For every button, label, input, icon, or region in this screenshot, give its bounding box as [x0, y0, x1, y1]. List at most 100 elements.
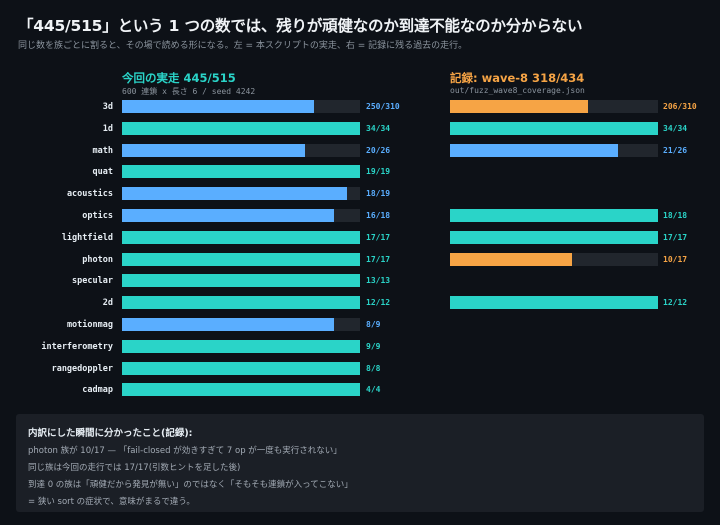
- current-run-bar-track: [122, 122, 360, 135]
- family-row-optics: optics 16/18 18/18: [0, 208, 720, 224]
- family-label: interferometry: [41, 342, 113, 352]
- findings-line: = 狭い sort の症状で、意味がまるで違う。: [28, 497, 195, 507]
- family-row-cadmap: cadmap 4/4: [0, 382, 720, 398]
- family-label: quat: [92, 167, 113, 177]
- current-run-bar-track: [122, 253, 360, 266]
- current-run-value: 4/4: [366, 385, 381, 394]
- current-run-bar-track: [122, 362, 360, 375]
- record-bar-track: [450, 231, 658, 244]
- record-value: 21/26: [663, 146, 688, 155]
- family-row-3d: 3d 250/310 206/310: [0, 99, 720, 115]
- family-row-specular: specular 13/13: [0, 273, 720, 289]
- record-bar-track: [450, 122, 658, 135]
- current-run-value: 16/18: [366, 211, 391, 220]
- current-run-value: 17/17: [366, 255, 391, 264]
- family-label: specular: [72, 276, 113, 286]
- family-label: rangedoppler: [51, 364, 113, 374]
- current-run-value: 13/13: [366, 276, 391, 285]
- current-run-bar-track: [122, 209, 360, 222]
- current-run-bar: [122, 165, 360, 178]
- record-bar-track: [450, 100, 658, 113]
- current-run-bar-track: [122, 274, 360, 287]
- page-subtitle: 同じ数を族ごとに割ると、その場で読める形になる。左 = 本スクリプトの実走、右 …: [18, 41, 468, 51]
- current-run-bar-track: [122, 296, 360, 309]
- findings-line: 到達 0 の族は「頑健だから発見が無い」のではなく「そもそも連鎖が入ってこない」: [28, 480, 353, 490]
- record-bar-track: [450, 296, 658, 309]
- findings-line: photon 族が 10/17 — 「fail-closed が効きすぎて 7 …: [28, 446, 342, 456]
- record-bar: [450, 122, 658, 135]
- family-label: motionmag: [66, 320, 113, 330]
- record-bar: [450, 100, 589, 113]
- current-run-heading: 今回の実走 445/515: [122, 71, 236, 85]
- page-title: 「445/515」という 1 つの数では、残りが頑健なのか到達不能なのか分からな…: [18, 17, 583, 35]
- current-run-bar-track: [122, 383, 360, 396]
- family-label: math: [92, 146, 113, 156]
- current-run-bar: [122, 296, 360, 309]
- current-run-bar: [122, 253, 360, 266]
- current-run-bar-track: [122, 340, 360, 353]
- record-bar-track: [450, 209, 658, 222]
- family-row-rangedoppler: rangedoppler 8/8: [0, 361, 720, 377]
- current-run-value: 34/34: [366, 124, 391, 133]
- current-run-value: 19/19: [366, 167, 391, 176]
- current-run-bar-track: [122, 100, 360, 113]
- record-value: 10/17: [663, 255, 688, 264]
- family-row-1d: 1d 34/34 34/34: [0, 121, 720, 137]
- current-run-bar: [122, 274, 360, 287]
- current-run-bar: [122, 340, 360, 353]
- current-run-value: 8/8: [366, 364, 381, 373]
- family-row-acoustics: acoustics 18/19: [0, 186, 720, 202]
- family-label: photon: [82, 255, 113, 265]
- family-label: 1d: [102, 124, 113, 134]
- current-run-bar-track: [122, 318, 360, 331]
- record-bar: [450, 144, 619, 157]
- current-run-bar: [122, 318, 334, 331]
- record-subheading: out/fuzz_wave8_coverage.json: [450, 86, 585, 95]
- record-bar: [450, 231, 658, 244]
- current-run-value: 20/26: [366, 146, 391, 155]
- record-bar-track: [450, 253, 658, 266]
- record-bar: [450, 296, 658, 309]
- family-label: 2d: [102, 298, 113, 308]
- findings-panel: 内訳にした瞬間に分かったこと(記録): photon 族が 10/17 — 「f…: [16, 414, 704, 512]
- record-heading: 記録: wave-8 318/434: [450, 71, 585, 85]
- current-run-bar-track: [122, 187, 360, 200]
- current-run-bar: [122, 144, 306, 157]
- current-run-bar: [122, 362, 360, 375]
- record-value: 12/12: [663, 298, 688, 307]
- family-row-lightfield: lightfield 17/17 17/17: [0, 230, 720, 246]
- current-run-bar: [122, 231, 360, 244]
- family-row-quat: quat 19/19: [0, 164, 720, 180]
- family-label: optics: [82, 211, 113, 221]
- current-run-value: 250/310: [366, 102, 400, 111]
- current-run-value: 18/19: [366, 189, 391, 198]
- current-run-subheading: 600 連鎖 x 長さ 6 / seed 4242: [122, 87, 256, 96]
- record-bar: [450, 209, 658, 222]
- current-run-value: 17/17: [366, 233, 391, 242]
- family-label: acoustics: [66, 189, 113, 199]
- current-run-value: 9/9: [366, 342, 381, 351]
- current-run-bar: [122, 100, 314, 113]
- current-run-bar: [122, 122, 360, 135]
- current-run-value: 12/12: [366, 298, 391, 307]
- family-label: cadmap: [82, 385, 113, 395]
- family-label: 3d: [102, 102, 113, 112]
- record-value: 34/34: [663, 124, 688, 133]
- record-bar: [450, 253, 573, 266]
- current-run-bar-track: [122, 144, 360, 157]
- findings-title: 内訳にした瞬間に分かったこと(記録):: [28, 428, 193, 439]
- family-label: lightfield: [61, 233, 113, 243]
- family-row-photon: photon 17/17 10/17: [0, 252, 720, 268]
- family-row-interferometry: interferometry 9/9: [0, 339, 720, 355]
- current-run-value: 8/9: [366, 320, 381, 329]
- record-value: 17/17: [663, 233, 688, 242]
- current-run-bar-track: [122, 231, 360, 244]
- current-run-bar: [122, 187, 348, 200]
- family-row-motionmag: motionmag 8/9: [0, 317, 720, 333]
- current-run-bar-track: [122, 165, 360, 178]
- record-value: 18/18: [663, 211, 688, 220]
- findings-line: 同じ族は今回の走行では 17/17(引数ヒントを足した後): [28, 463, 241, 473]
- family-row-2d: 2d 12/12 12/12: [0, 295, 720, 311]
- current-run-bar: [122, 209, 334, 222]
- family-row-math: math 20/26 21/26: [0, 143, 720, 159]
